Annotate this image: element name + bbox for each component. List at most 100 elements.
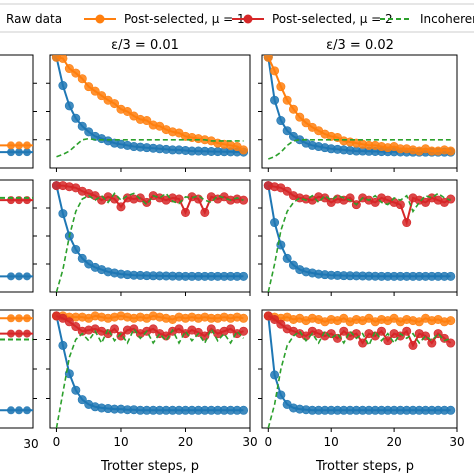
series-line-incoherent — [267, 329, 451, 428]
panel-plot-area — [263, 311, 456, 428]
data-point — [97, 91, 107, 101]
data-point — [7, 314, 15, 323]
data-point — [77, 121, 87, 131]
data-point — [446, 316, 456, 326]
data-point — [23, 329, 31, 338]
data-point — [226, 324, 236, 334]
data-point — [64, 64, 74, 74]
data-point — [295, 112, 305, 122]
data-point — [23, 406, 31, 415]
series-line-raw-data — [55, 57, 244, 154]
data-point — [15, 329, 23, 338]
data-point — [301, 118, 311, 128]
data-point — [270, 95, 280, 105]
x-tick-label: 20 — [178, 435, 193, 449]
series-line-incoherent — [55, 327, 245, 428]
data-point — [71, 244, 81, 254]
data-point — [23, 148, 31, 157]
data-point — [239, 405, 249, 415]
data-point — [263, 55, 273, 62]
x-tick-label: 0 — [264, 435, 272, 449]
data-point — [7, 406, 15, 415]
panel-plot-area — [51, 55, 249, 158]
data-point — [421, 197, 431, 207]
data-point — [402, 326, 412, 336]
data-point — [142, 197, 152, 207]
x-tick-label: 10 — [324, 435, 339, 449]
data-point — [58, 81, 68, 91]
data-point — [276, 390, 286, 400]
data-point — [77, 253, 87, 263]
data-point — [7, 148, 15, 157]
data-point — [370, 197, 380, 207]
x-tick-label: 20 — [386, 435, 401, 449]
xlabel-col1: Trotter steps, p — [100, 459, 199, 474]
panel-r2-c1 — [46, 179, 251, 296]
data-point — [84, 82, 94, 92]
data-point — [110, 99, 120, 109]
panel-r1-c2 — [258, 54, 458, 172]
panel-r3-c1: 0 10 20 30 — [46, 309, 258, 449]
x-tick-label: 30 — [242, 435, 257, 449]
data-point — [395, 200, 405, 210]
data-point — [446, 338, 456, 348]
data-point — [116, 331, 126, 341]
data-point — [7, 329, 15, 338]
data-point — [71, 385, 81, 395]
data-point — [282, 253, 292, 263]
column-title-1: ε/3 = 0.01 — [111, 38, 179, 53]
series-line-post-selected-1 — [56, 56, 244, 151]
data-point — [383, 336, 393, 346]
data-point — [110, 324, 120, 334]
data-point — [71, 322, 81, 332]
data-point — [77, 395, 87, 405]
data-point — [122, 107, 132, 117]
data-point — [15, 272, 23, 281]
data-point — [239, 271, 249, 281]
data-point — [239, 195, 249, 205]
data-point — [64, 101, 74, 111]
legend-label-mu2: Post-selected, μ = 2 — [272, 12, 393, 26]
data-point — [7, 272, 15, 281]
data-point — [135, 193, 145, 203]
data-point — [288, 260, 298, 270]
data-point — [71, 113, 81, 123]
legend-swatch-mu2-marker — [243, 14, 253, 24]
data-point — [446, 405, 456, 415]
panel-r1-c1 — [46, 54, 251, 172]
panel-r3-c2: 0 10 20 30 — [258, 309, 465, 449]
data-point — [270, 218, 280, 228]
data-point — [142, 116, 152, 126]
data-point — [446, 194, 456, 204]
data-point — [239, 313, 249, 323]
data-point — [23, 272, 31, 281]
data-point — [58, 55, 68, 63]
data-point — [15, 148, 23, 157]
data-point — [408, 340, 418, 350]
data-point — [116, 202, 126, 212]
panel-plot-area — [51, 181, 249, 292]
data-point — [15, 314, 23, 323]
x-tick-label: 30 — [449, 435, 464, 449]
data-point — [446, 146, 456, 156]
data-point — [174, 324, 184, 334]
panel-plot-area — [51, 311, 249, 428]
data-point — [270, 66, 280, 76]
column-title-2: ε/3 = 0.02 — [326, 38, 394, 53]
panel-r2-c2 — [258, 179, 458, 296]
data-point — [7, 141, 15, 150]
legend-swatch-mu1-marker — [95, 14, 105, 24]
series-line-incoherent — [56, 137, 244, 158]
data-point — [148, 324, 158, 334]
panel-plot-area — [263, 55, 456, 160]
data-point — [446, 271, 456, 281]
data-point — [71, 68, 81, 78]
data-point — [270, 370, 280, 380]
series-line-incoherent — [268, 139, 451, 160]
data-point — [58, 209, 68, 219]
panel-r3-c0: 30 — [0, 309, 39, 451]
x-tick-label: 30 — [23, 437, 38, 451]
data-point — [276, 319, 286, 329]
panel-plot-area — [263, 181, 456, 292]
